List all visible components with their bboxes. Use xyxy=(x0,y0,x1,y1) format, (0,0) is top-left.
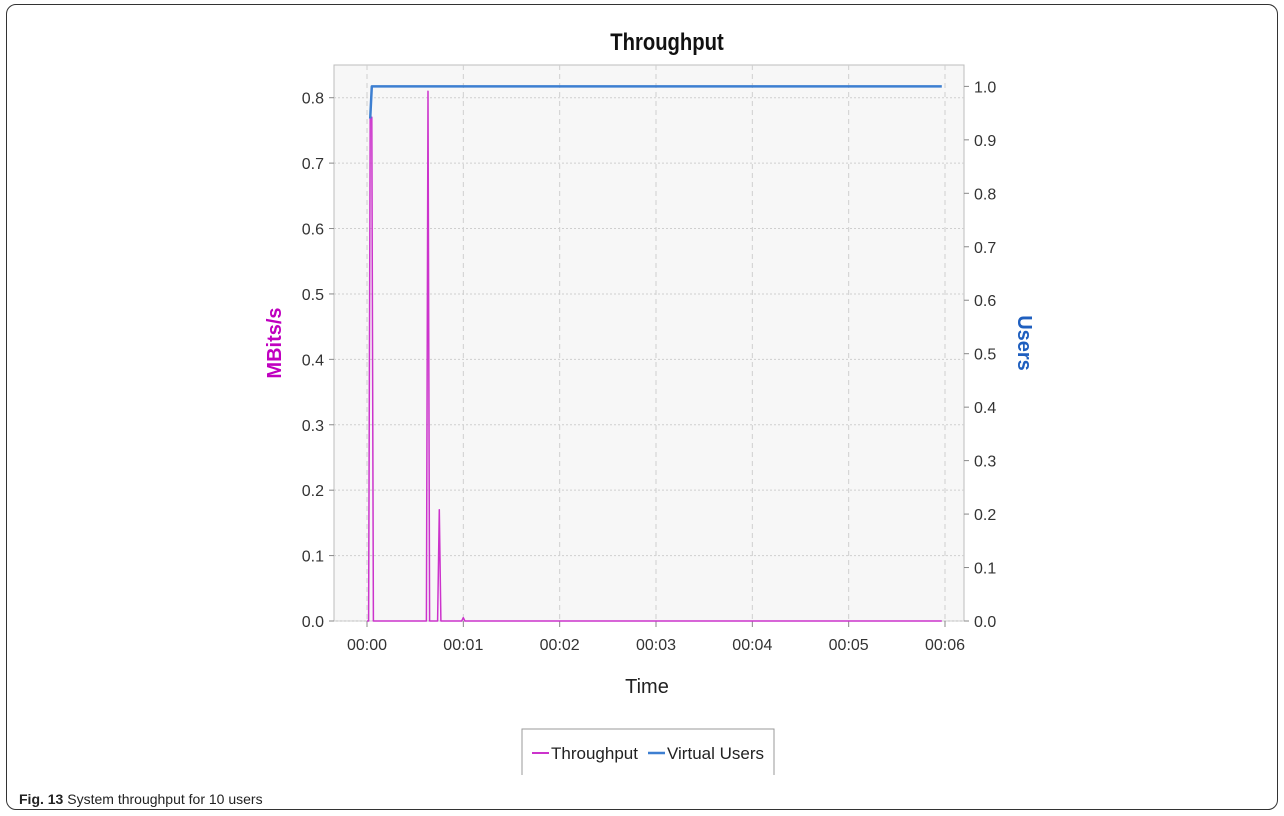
y-tick-label: 0.0 xyxy=(302,614,324,631)
y-right-tick-label: 0.7 xyxy=(974,240,996,257)
y-tick-label: 0.1 xyxy=(302,549,324,566)
y-tick-label: 0.7 xyxy=(302,156,324,173)
x-axis-title: Time xyxy=(625,676,669,698)
chart-title: Throughput xyxy=(610,28,724,55)
y-right-tick-label: 0.2 xyxy=(974,507,996,524)
left-y-axis-title: MBits/s xyxy=(264,307,286,378)
y-tick-label: 0.8 xyxy=(302,91,324,108)
throughput-chart: Throughput 0.0 0.1 0.2 0.3 0.4 0.5 0.6 0.7 0.8 0… xyxy=(264,28,1035,775)
right-y-axis: 0.0 0.1 0.2 0.3 0.4 0.5 0.6 0.7 0.8 0.9 1.0 xyxy=(964,79,996,631)
virtual-users-line xyxy=(368,85,942,119)
figure-caption: Fig. 13 System throughput for 10 users xyxy=(19,791,263,807)
left-y-axis: 0.0 0.1 0.2 0.3 0.4 0.5 0.6 0.7 0.8 xyxy=(302,91,334,631)
y-tick-label: 0.6 xyxy=(302,222,324,239)
figure-frame: Throughput 0.0 0.1 0.2 0.3 0.4 0.5 0.6 0.7 0.8 0… xyxy=(6,4,1278,810)
x-tick-label: 00:05 xyxy=(829,637,869,654)
x-tick-label: 00:06 xyxy=(925,637,965,654)
y-right-tick-label: 0.4 xyxy=(974,400,996,417)
x-axis: 00:00 00:01 00:02 00:03 00:04 00:05 00:06 xyxy=(347,621,965,654)
figure-caption-text: System throughput for 10 users xyxy=(67,791,263,807)
y-tick-label: 0.3 xyxy=(302,418,324,435)
y-right-tick-label: 0.8 xyxy=(974,186,996,203)
legend-label-virtual-users: Virtual Users xyxy=(667,744,764,763)
y-right-tick-label: 0.5 xyxy=(974,347,996,364)
y-tick-label: 0.5 xyxy=(302,287,324,304)
x-tick-label: 00:01 xyxy=(443,637,483,654)
x-tick-label: 00:03 xyxy=(636,637,676,654)
y-right-tick-label: 0.6 xyxy=(974,293,996,310)
y-right-tick-label: 1.0 xyxy=(974,79,996,96)
right-y-axis-title: Users xyxy=(1013,315,1035,371)
series-lines xyxy=(367,85,942,622)
x-tick-label: 00:04 xyxy=(732,637,772,654)
y-right-tick-label: 0.1 xyxy=(974,561,996,578)
y-right-tick-label: 0.9 xyxy=(974,133,996,150)
legend: Throughput Virtual Users xyxy=(521,728,775,775)
legend-label-throughput: Throughput xyxy=(551,744,638,763)
x-tick-label: 00:00 xyxy=(347,637,387,654)
x-tick-label: 00:02 xyxy=(540,637,580,654)
y-tick-label: 0.4 xyxy=(302,352,324,369)
y-right-tick-label: 0.3 xyxy=(974,454,996,471)
y-tick-label: 0.2 xyxy=(302,483,324,500)
y-right-tick-label: 0.0 xyxy=(974,614,996,631)
figure-label: Fig. 13 xyxy=(19,791,64,807)
